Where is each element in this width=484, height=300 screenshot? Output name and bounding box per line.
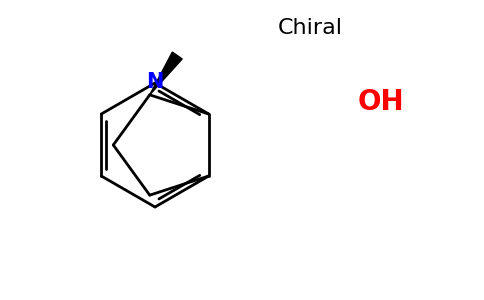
Text: OH: OH: [358, 88, 405, 116]
Polygon shape: [150, 52, 182, 95]
Text: Chiral: Chiral: [277, 18, 343, 38]
Text: N: N: [146, 72, 164, 92]
